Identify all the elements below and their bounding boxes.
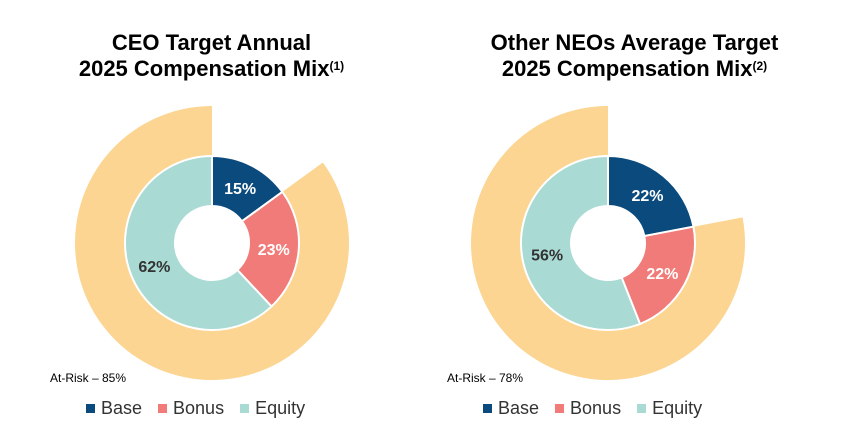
legend-swatch-bonus	[555, 404, 565, 413]
legend-label-base: Base	[101, 398, 143, 418]
title-footnote: (1)	[329, 59, 345, 73]
slice-label-base: 15%	[224, 181, 256, 198]
slice-label-bonus: 23%	[258, 242, 290, 259]
title-line-1: Other NEOs Average Target	[490, 30, 779, 55]
legend-label-equity: Equity	[652, 398, 703, 418]
slice-bonus	[620, 225, 696, 326]
legend-label-base: Base	[498, 398, 540, 418]
slice-label-base: 22%	[632, 188, 664, 205]
legend-label-bonus: Bonus	[570, 398, 622, 418]
legend-swatch-equity	[240, 404, 250, 413]
legend-item-equity: Equity	[637, 398, 702, 419]
at-risk-ring	[471, 106, 746, 381]
slice-base	[607, 154, 695, 238]
chart-title: CEO Target Annual 2025 Compensation Mix(…	[0, 30, 423, 82]
neo-donut-chart: 22% 22% 56%	[471, 106, 746, 381]
at-risk-label: At-Risk – 78%	[447, 371, 524, 385]
slice-label-equity: 62%	[138, 259, 170, 276]
title-line-2: 2025 Compensation Mix	[501, 56, 753, 81]
legend: Base Bonus Equity	[86, 398, 305, 419]
legend-label-equity: Equity	[255, 398, 306, 418]
slice-equity	[520, 154, 642, 331]
legend-item-bonus: Bonus	[158, 398, 224, 419]
at-risk-label: At-Risk – 85%	[50, 371, 127, 385]
legend-item-bonus: Bonus	[555, 398, 621, 419]
legend-swatch-base	[86, 404, 95, 413]
legend: Base Bonus Equity	[483, 398, 702, 419]
title-line-2: 2025 Compensation Mix	[78, 56, 330, 81]
legend-label-bonus: Bonus	[173, 398, 225, 418]
title-footnote: (2)	[752, 59, 768, 73]
legend-item-equity: Equity	[240, 398, 305, 419]
legend-swatch-base	[483, 404, 492, 413]
title-line-1: CEO Target Annual	[111, 30, 312, 55]
slice-bonus	[235, 190, 300, 308]
legend-swatch-bonus	[158, 404, 168, 413]
slice-equity	[124, 154, 273, 331]
legend-item-base: Base	[86, 398, 142, 419]
legend-swatch-equity	[637, 404, 647, 413]
at-risk-ring	[75, 106, 350, 380]
slice-label-equity: 56%	[531, 248, 563, 265]
neo-chart-panel: Other NEOs Average Target 2025 Compensat…	[423, 0, 846, 438]
legend-item-base: Base	[483, 398, 539, 419]
ceo-donut-chart: 15% 23% 62%	[75, 106, 350, 380]
slice-label-bonus: 22%	[646, 266, 678, 283]
ceo-chart-panel: CEO Target Annual 2025 Compensation Mix(…	[0, 30, 423, 419]
chart-title: Other NEOs Average Target 2025 Compensat…	[423, 30, 846, 82]
